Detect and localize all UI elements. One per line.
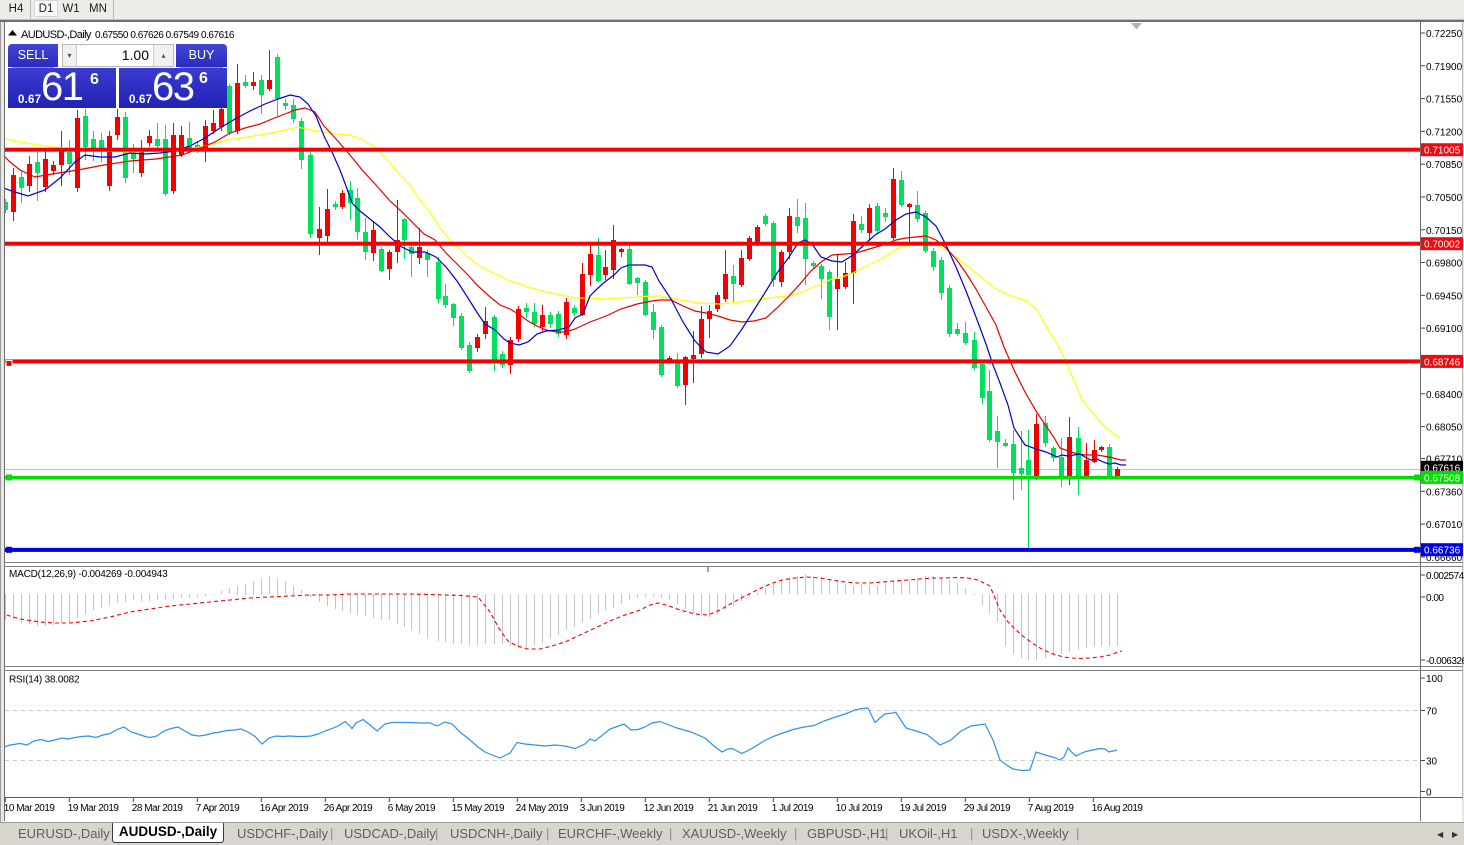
svg-text:19 Jul 2019: 19 Jul 2019 [900,803,947,814]
svg-text:0.68746: 0.68746 [1424,357,1461,368]
svg-text:0.71550: 0.71550 [1426,95,1463,106]
svg-text:0.68050: 0.68050 [1426,423,1463,434]
svg-text:0.70002: 0.70002 [1424,240,1461,251]
svg-text:10 Jul 2019: 10 Jul 2019 [836,803,883,814]
svg-text:0.69450: 0.69450 [1426,291,1463,302]
svg-text:0.67360: 0.67360 [1426,487,1463,498]
svg-text:0.71005: 0.71005 [1424,146,1461,157]
svg-text:30: 30 [1426,757,1438,768]
svg-text:10 Mar 2019: 10 Mar 2019 [4,803,56,814]
svg-text:6 May 2019: 6 May 2019 [388,803,436,814]
svg-text:0.67550 0.67626 0.67549 0.6761: 0.67550 0.67626 0.67549 0.67616 [95,30,235,41]
svg-text:0.69100: 0.69100 [1426,324,1463,335]
svg-text:0.68400: 0.68400 [1426,390,1463,401]
svg-text:0.66660: 0.66660 [1426,553,1463,564]
svg-text:19 Mar 2019: 19 Mar 2019 [68,803,120,814]
svg-text:1 Jul 2019: 1 Jul 2019 [772,803,814,814]
svg-text:0.72250: 0.72250 [1426,29,1463,40]
svg-text:0.70150: 0.70150 [1426,226,1463,237]
svg-text:AUDUSD-,Daily: AUDUSD-,Daily [21,29,92,41]
svg-text:0.66736: 0.66736 [1424,546,1461,557]
svg-text:0.69800: 0.69800 [1426,259,1463,270]
svg-text:70: 70 [1426,707,1438,718]
svg-text:0.67010: 0.67010 [1426,520,1463,531]
svg-text:16 Aug 2019: 16 Aug 2019 [1092,803,1144,814]
svg-text:MACD(12,26,9) -0.004269 -0.004: MACD(12,26,9) -0.004269 -0.004943 [9,569,168,580]
svg-text:7 Apr 2019: 7 Apr 2019 [196,803,240,814]
svg-text:28 Mar 2019: 28 Mar 2019 [132,803,184,814]
svg-text:15 May 2019: 15 May 2019 [452,803,505,814]
svg-text:12 Jun 2019: 12 Jun 2019 [644,803,694,814]
svg-text:26 Apr 2019: 26 Apr 2019 [324,803,373,814]
svg-text:-0.006326: -0.006326 [1426,656,1464,667]
svg-text:24 May 2019: 24 May 2019 [516,803,569,814]
svg-text:16 Apr 2019: 16 Apr 2019 [260,803,309,814]
svg-text:0: 0 [1426,788,1432,799]
svg-text:0.002574: 0.002574 [1426,571,1464,582]
svg-text:0.00: 0.00 [1426,593,1444,604]
svg-text:29 Jul 2019: 29 Jul 2019 [964,803,1011,814]
svg-text:0.70500: 0.70500 [1426,193,1463,204]
svg-text:0.71200: 0.71200 [1426,127,1463,138]
svg-text:0.67710: 0.67710 [1426,455,1463,466]
svg-text:0.67508: 0.67508 [1424,473,1461,484]
svg-text:RSI(14) 38.0082: RSI(14) 38.0082 [9,675,80,686]
svg-text:0.70850: 0.70850 [1426,160,1463,171]
svg-text:7 Aug 2019: 7 Aug 2019 [1028,803,1075,814]
svg-text:0.67616: 0.67616 [1424,463,1461,474]
svg-text:0.71900: 0.71900 [1426,62,1463,73]
svg-text:21 Jun 2019: 21 Jun 2019 [708,803,758,814]
svg-text:100: 100 [1426,674,1443,685]
svg-text:3 Jun 2019: 3 Jun 2019 [580,803,625,814]
